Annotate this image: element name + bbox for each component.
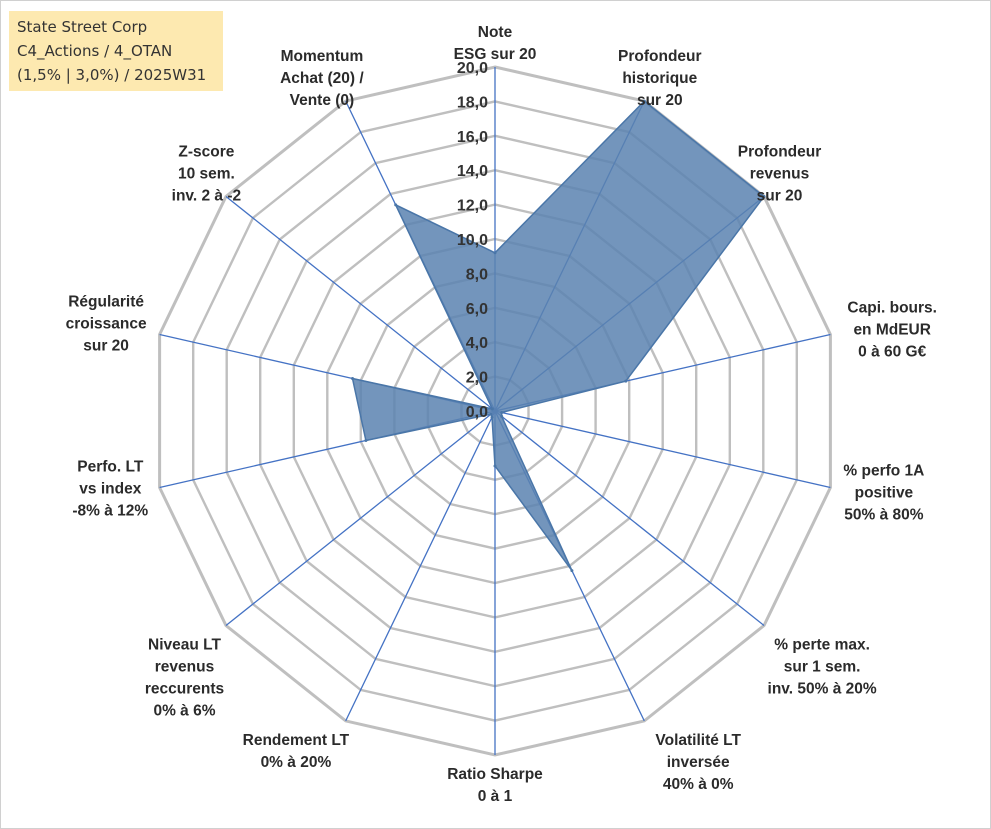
axis-label-line: Achat (20) / bbox=[280, 70, 364, 87]
tick-label: 10,0 bbox=[457, 232, 488, 249]
axis-label: Momentum Achat (20) / Vente (0) bbox=[280, 48, 364, 109]
axis-label-line: Niveau LT bbox=[148, 637, 221, 654]
series-point bbox=[490, 415, 494, 419]
info-company: State Street Corp bbox=[17, 18, 148, 36]
axis-label-line: 0 à 1 bbox=[478, 788, 513, 805]
axis-label: Rendement LT 0% à 20% bbox=[243, 732, 350, 771]
tick-label: 0,0 bbox=[466, 404, 488, 421]
series-area bbox=[351, 100, 766, 572]
radar-series bbox=[351, 99, 766, 573]
axis-spoke bbox=[225, 410, 496, 627]
axis-label-line: -8% à 12% bbox=[72, 503, 148, 520]
axis-label-line: croissance bbox=[66, 316, 147, 333]
series-point bbox=[500, 414, 504, 418]
axis-label-line: 0% à 20% bbox=[261, 754, 332, 771]
axis-label-line: Régularité bbox=[68, 294, 144, 311]
tick-label: 18,0 bbox=[457, 94, 488, 111]
axis-label-line: 0% à 6% bbox=[153, 703, 215, 720]
axis-label: % perfo 1A positive 50% à 80% bbox=[843, 463, 924, 524]
axis-label-line: Profondeur bbox=[738, 144, 822, 161]
axis-label-line: 50% à 80% bbox=[844, 507, 923, 524]
axis-label-line: Ratio Sharpe bbox=[447, 766, 543, 783]
axis-label: Profondeur revenus sur 20 bbox=[738, 144, 822, 205]
axis-label-line: Vente (0) bbox=[290, 92, 355, 109]
series-point bbox=[642, 99, 646, 103]
series-point bbox=[493, 464, 497, 468]
axis-label-line: 10 sem. bbox=[178, 166, 235, 183]
series-point bbox=[351, 377, 354, 380]
axis-label-line: Z-score bbox=[178, 144, 234, 161]
axis-label: Perfo. LT vs index -8% à 12% bbox=[72, 459, 148, 520]
axis-label-line: 0 à 60 G€ bbox=[858, 344, 926, 361]
axis-label-line: Note bbox=[478, 24, 513, 41]
series-point bbox=[500, 411, 504, 414]
axis-spoke bbox=[494, 410, 831, 489]
axis-label-line: reccurents bbox=[145, 681, 224, 698]
tick-label: 20,0 bbox=[457, 60, 488, 77]
tick-label: 8,0 bbox=[466, 266, 488, 283]
info-params: (1,5% | 3,0%) / 2025W31 bbox=[17, 66, 207, 84]
axis-spoke bbox=[345, 410, 496, 722]
series-point bbox=[493, 251, 497, 255]
axis-label-line: revenus bbox=[750, 166, 809, 183]
tick-label: 6,0 bbox=[466, 301, 488, 318]
axis-label-line: inv. 2 à -2 bbox=[172, 188, 242, 205]
axis-label-line: % perfo 1A bbox=[843, 463, 924, 480]
tick-label: 16,0 bbox=[457, 129, 488, 146]
series-point bbox=[624, 379, 628, 383]
axis-label: Note ESG sur 20 bbox=[454, 24, 537, 63]
axis-label-line: Volatilité LT bbox=[655, 732, 741, 749]
axis-label: Niveau LT revenus reccurents 0% à 6% bbox=[145, 637, 224, 720]
tick-label: 4,0 bbox=[466, 335, 488, 352]
axis-label-line: sur 20 bbox=[637, 92, 683, 109]
axis-label: Régularité croissance sur 20 bbox=[66, 294, 147, 355]
axis-label-line: sur 20 bbox=[757, 188, 803, 205]
radar-tick-labels: 0,0 2,0 4,0 6,0 8,0 10,0 12,0 14,0 16,0 18,0 20,0 bbox=[457, 60, 488, 421]
axis-label: Ratio Sharpe 0 à 1 bbox=[447, 766, 543, 805]
series-point bbox=[364, 439, 368, 442]
axis-label-line: ESG sur 20 bbox=[454, 46, 537, 63]
axis-label-line: historique bbox=[622, 70, 697, 87]
tick-label: 12,0 bbox=[457, 198, 488, 215]
axis-spoke bbox=[225, 195, 496, 412]
axis-label: Z-score 10 sem. inv. 2 à -2 bbox=[172, 144, 242, 205]
axis-label-line: vs index bbox=[79, 481, 141, 498]
tick-label: 2,0 bbox=[466, 370, 488, 387]
tick-label: 14,0 bbox=[457, 163, 488, 180]
axis-label-line: Profondeur bbox=[618, 48, 702, 65]
axis-label-line: Perfo. LT bbox=[77, 459, 144, 476]
axis-label-line: en MdEUR bbox=[853, 322, 931, 339]
axis-label-line: positive bbox=[855, 485, 914, 502]
info-box: State Street Corp C4_Actions / 4_OTAN (1… bbox=[9, 11, 223, 91]
axis-label-line: Capi. bours. bbox=[847, 300, 937, 317]
radar-axis-labels: Note ESG sur 20 Profondeur historique sur 20… bbox=[66, 24, 937, 805]
axis-label-line: revenus bbox=[155, 659, 214, 676]
axis-spoke bbox=[494, 410, 765, 627]
axis-label-line: 40% à 0% bbox=[663, 776, 734, 793]
axis-label-line: Rendement LT bbox=[243, 732, 350, 749]
axis-label: % perte max. sur 1 sem. inv. 50% à 20% bbox=[768, 637, 877, 698]
info-category: C4_Actions / 4_OTAN bbox=[17, 42, 173, 60]
axis-label-line: % perte max. bbox=[774, 637, 870, 654]
series-point bbox=[394, 203, 398, 207]
axis-label-line: sur 20 bbox=[83, 338, 129, 355]
series-point bbox=[490, 407, 494, 411]
axis-label-line: inversée bbox=[667, 754, 730, 771]
axis-label: Volatilité LT inversée 40% à 0% bbox=[655, 732, 741, 793]
axis-label: Capi. bours. en MdEUR 0 à 60 G€ bbox=[847, 300, 937, 361]
axis-label-line: inv. 50% à 20% bbox=[768, 681, 877, 698]
axis-label: Profondeur historique sur 20 bbox=[618, 48, 702, 109]
series-point bbox=[570, 569, 574, 573]
series-point bbox=[489, 412, 493, 416]
axis-label-line: Momentum bbox=[281, 48, 364, 65]
axis-label-line: sur 1 sem. bbox=[784, 659, 861, 676]
series-point bbox=[762, 195, 766, 198]
